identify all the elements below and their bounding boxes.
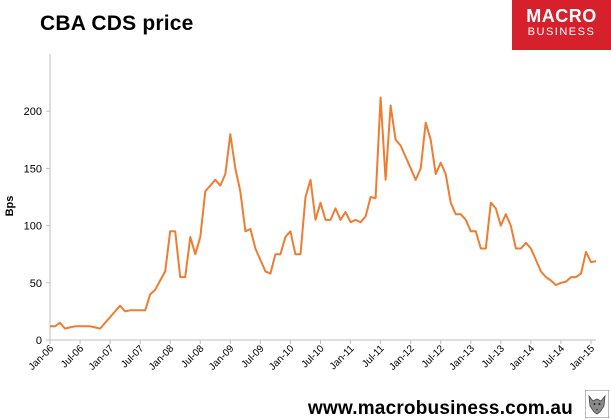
x-tick-label: Jul-13 (480, 343, 507, 370)
x-tick-label: Jan-09 (207, 343, 237, 373)
wolf-logo-icon (585, 390, 609, 418)
series-line (50, 96, 597, 330)
y-tick-label: 100 (24, 221, 42, 233)
x-tick-label: Jul-14 (540, 343, 567, 370)
x-tick-label: Jul-08 (179, 343, 206, 370)
x-tick-label: Jan-13 (447, 343, 477, 373)
y-tick-label: 50 (30, 278, 42, 290)
logo-line1: MACRO (526, 6, 597, 26)
x-tick-label: Jan-06 (27, 343, 57, 373)
y-tick-label: 0 (36, 335, 42, 347)
y-axis-label: Bps (4, 196, 16, 217)
x-tick-label: Jul-06 (59, 343, 86, 370)
x-tick-label: Jul-11 (360, 343, 387, 370)
logo-line2: BUSINESS (527, 26, 596, 38)
x-tick-label: Jan-11 (328, 343, 357, 372)
x-tick-labels: Jan-06 Jul-06 Jan-07 Jul-07 Jan-08 Jul-08 Jan-… (27, 340, 598, 373)
x-tick-label: Jan-15 (568, 343, 598, 373)
x-tick-label: Jan-08 (147, 343, 177, 373)
y-tick-labels: 0 50 100 150 200 (24, 106, 50, 347)
x-tick-label: Jan-14 (508, 343, 538, 373)
y-tick-label: 150 (24, 163, 42, 175)
x-tick-label: Jan-10 (267, 343, 297, 373)
x-tick-label: Jul-09 (239, 343, 266, 370)
chart-axes (49, 54, 596, 341)
x-tick-label: Jul-10 (300, 343, 327, 370)
x-tick-label: Jul-12 (420, 343, 447, 370)
x-tick-label: Jan-12 (387, 343, 417, 373)
footer-url: www.macrobusiness.com.au (308, 398, 573, 419)
x-tick-label: Jan-07 (87, 343, 117, 373)
x-tick-label: Jul-07 (119, 343, 146, 370)
macrobusiness-logo: MACRO BUSINESS (512, 0, 611, 50)
chart-title: CBA CDS price (40, 12, 194, 35)
y-tick-label: 200 (24, 106, 42, 118)
